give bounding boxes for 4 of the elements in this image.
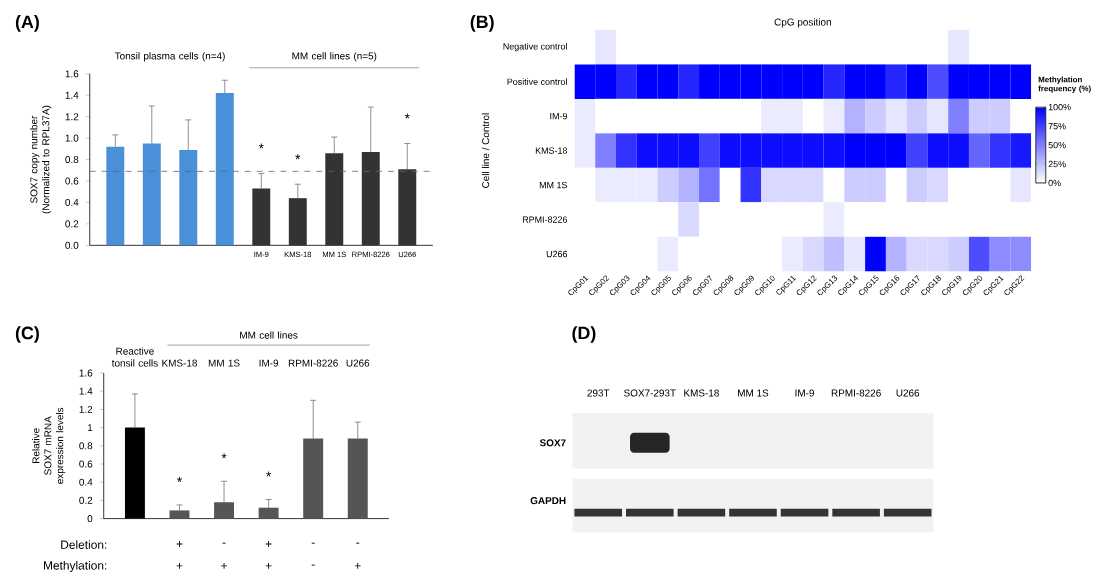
- text: (D): [572, 325, 596, 343]
- chart-title: (C): [15, 325, 39, 343]
- chart-title: (B): [470, 14, 494, 32]
- chart-title: (A): [15, 14, 39, 32]
